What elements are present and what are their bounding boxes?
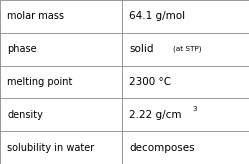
Text: decomposes: decomposes	[129, 143, 195, 153]
Text: molar mass: molar mass	[7, 11, 64, 21]
Text: 3: 3	[192, 106, 197, 112]
Text: melting point: melting point	[7, 77, 73, 87]
Text: solubility in water: solubility in water	[7, 143, 95, 153]
Text: 64.1 g/mol: 64.1 g/mol	[129, 11, 185, 21]
Text: phase: phase	[7, 44, 37, 54]
Text: (at STP): (at STP)	[173, 46, 201, 52]
Text: density: density	[7, 110, 43, 120]
Text: 2.22 g/cm: 2.22 g/cm	[129, 110, 182, 120]
Text: solid: solid	[129, 44, 153, 54]
Text: 2300 °C: 2300 °C	[129, 77, 171, 87]
